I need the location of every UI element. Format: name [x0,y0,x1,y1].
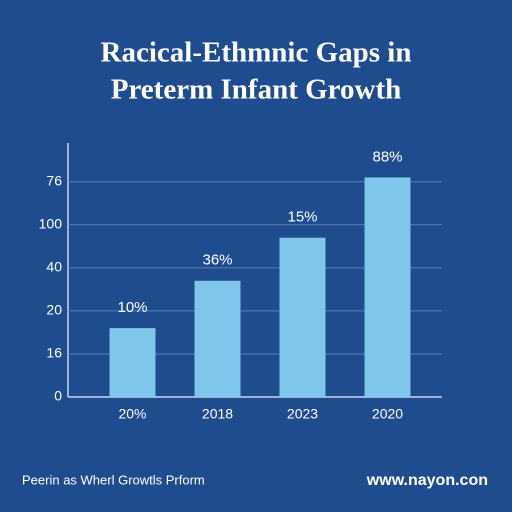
y-tick-label: 76 [46,172,62,188]
y-tick-label: 0 [54,388,62,404]
bar-label: 36% [202,252,232,269]
bar-label: 15% [287,209,317,226]
y-tick-label: 20 [46,302,62,318]
bar [194,280,241,397]
y-tick-label: 40 [46,259,62,275]
x-tick-label: 20% [118,406,146,422]
bar [279,237,326,397]
chart-title: Preterm Infant Growth [111,74,401,106]
bar [109,328,156,397]
x-tick-label: 2023 [287,406,318,422]
x-tick-label: 2020 [372,406,403,422]
bar [364,177,411,397]
chart-title: Racical-Ethmnic Gaps in [101,37,412,69]
footer-left: Peerin as Wherl Growtls Prform [22,472,205,487]
x-tick-label: 2018 [202,406,233,422]
bar-label: 88% [372,148,402,165]
bar-label: 10% [117,299,147,316]
y-tick-label: 100 [39,215,63,231]
y-tick-label: 16 [46,345,62,361]
footer-right: www.nayon.con [366,472,488,489]
